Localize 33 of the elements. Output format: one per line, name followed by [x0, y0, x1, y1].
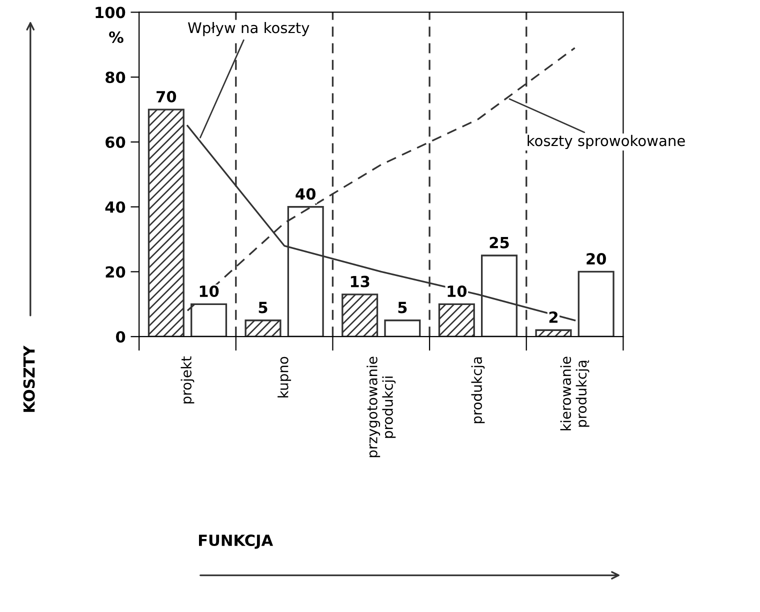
bar	[384, 320, 421, 337]
bar	[438, 303, 475, 337]
bar	[578, 270, 614, 337]
bar	[244, 320, 282, 337]
data-label: 25	[490, 236, 509, 248]
bar	[148, 108, 184, 337]
data-label: 2	[549, 311, 558, 323]
y-tick-label: 80	[106, 72, 126, 84]
data-label: 5	[398, 302, 407, 314]
y-tick-label: 40	[105, 201, 126, 213]
data-label: 10	[448, 285, 467, 298]
y-tick-label: 60	[106, 136, 126, 148]
data-label: 13	[350, 276, 370, 288]
y-tick-label: 0	[116, 331, 126, 343]
x-tick-label: projekt	[180, 356, 194, 404]
y-axis-title: KOSZTY	[23, 345, 35, 412]
x-tick-label: kierowanie produkcją	[560, 356, 590, 430]
data-label: 5	[258, 302, 268, 314]
text: Wpływ na koszty	[188, 22, 310, 36]
x-tick-label: produkcja	[471, 357, 485, 424]
data-label: 10	[200, 285, 219, 298]
text: koszty sprowokowane	[528, 134, 685, 150]
text: %	[109, 31, 124, 43]
data-label: 20	[586, 253, 606, 265]
data-label: 70	[156, 90, 176, 102]
bar	[342, 294, 378, 337]
bar	[535, 329, 572, 337]
y-tick-label: 100	[96, 6, 126, 18]
text: FUNKCJA	[199, 534, 274, 549]
x-tick-label: kupno	[278, 356, 292, 398]
data-label: 40	[296, 188, 316, 200]
x-tick-label: przygotowanie produkcji	[366, 356, 396, 458]
y-tick-label: 20	[106, 266, 126, 278]
